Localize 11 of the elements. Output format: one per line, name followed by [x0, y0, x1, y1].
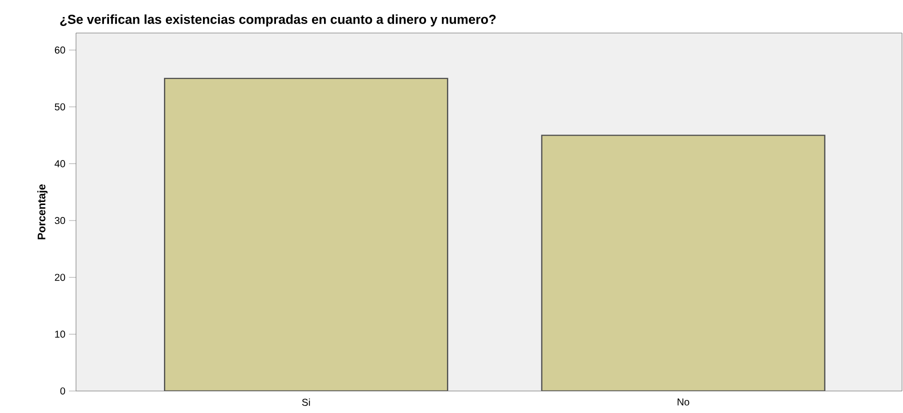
y-tick-label: 30	[54, 217, 66, 224]
y-axis-title: Porcentaje	[37, 184, 48, 240]
x-tick-label: Si	[302, 398, 310, 406]
y-tick-label: 10	[55, 330, 66, 338]
y-tick-label: 20	[54, 274, 66, 281]
chart-title: ¿Se verifican las existencias compradas en cuanto a dinero y numero?	[60, 14, 496, 27]
y-tick-label: 60	[54, 46, 66, 54]
y-tick-label: 50	[54, 103, 66, 110]
y-tick-label: 40	[54, 160, 66, 168]
y-tick-label: 0	[60, 387, 66, 395]
x-tick-label: No	[678, 398, 690, 406]
